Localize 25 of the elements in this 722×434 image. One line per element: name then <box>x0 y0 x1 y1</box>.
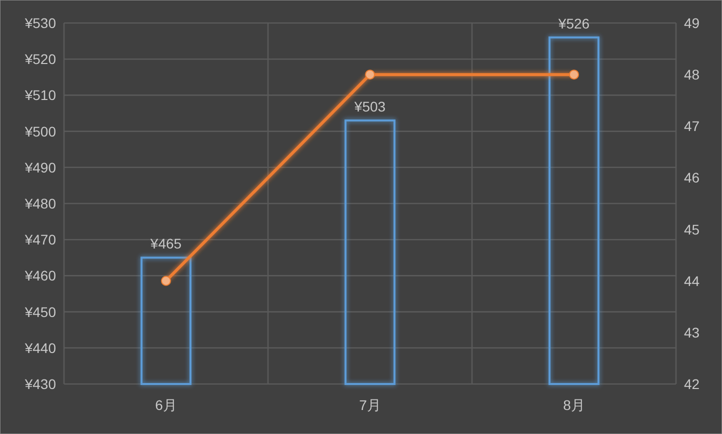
y-tick-label: ¥480 <box>24 196 56 212</box>
y2-tick-label: 48 <box>684 66 700 83</box>
x-tick-label: 6月 <box>155 397 177 413</box>
y2-tick-label: 44 <box>684 272 700 289</box>
y-tick-label: ¥460 <box>24 268 56 284</box>
y-tick-label: ¥510 <box>24 87 56 104</box>
y2-tick-label: 42 <box>684 376 700 392</box>
y-tick-label: ¥470 <box>24 232 56 248</box>
x-tick-label: 8月 <box>563 397 585 413</box>
y-tick-label: ¥450 <box>24 304 56 320</box>
data-label: ¥526 <box>557 15 590 32</box>
y2-tick-label: 47 <box>684 118 700 134</box>
x-tick-label: 7月 <box>359 397 381 413</box>
y-tick-label: ¥490 <box>24 159 56 176</box>
y2-tick-label: 43 <box>684 324 700 340</box>
y-tick-label: ¥500 <box>24 123 56 140</box>
y2-tick-label: 49 <box>684 15 700 31</box>
y2-tick-label: 45 <box>684 221 700 238</box>
y-tick-label: ¥440 <box>24 340 56 356</box>
y-tick-label: ¥430 <box>24 376 56 392</box>
data-label: ¥465 <box>149 236 182 252</box>
y2-tick-label: 46 <box>684 170 700 186</box>
y-tick-label: ¥530 <box>24 15 56 31</box>
y-tick-label: ¥520 <box>24 51 56 68</box>
data-label: ¥503 <box>353 98 386 114</box>
